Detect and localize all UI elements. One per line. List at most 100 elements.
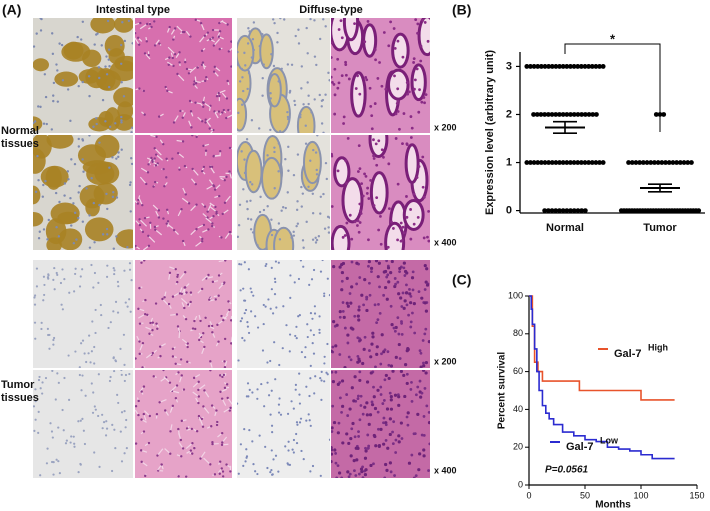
nucleus [299,116,302,119]
nucleus [266,381,269,384]
nucleus [154,302,158,305]
nucleus [387,363,391,367]
nucleus [153,180,157,184]
nucleus [74,267,77,270]
data-point [644,160,650,165]
nucleus [286,412,290,415]
nucleus [398,266,402,271]
nucleus [398,357,402,360]
nucleus [129,181,132,184]
y-tick-label: 40 [513,404,523,414]
data-point [593,64,599,69]
nucleus [267,394,271,397]
nucleus [372,157,376,160]
nucleus [33,120,37,123]
nucleus [249,218,253,221]
nucleus [155,322,158,325]
nucleus [176,273,180,276]
nucleus [104,65,107,68]
nucleus [290,236,293,239]
nucleus [245,137,249,141]
fiber [154,229,163,236]
histology-image [135,370,232,478]
nucleus [419,395,423,399]
nucleus [394,451,398,454]
nucleus [288,333,292,336]
nucleus [106,233,109,236]
nucleus [262,208,266,212]
nucleus [77,145,81,148]
nucleus [353,22,356,26]
nucleus [93,345,96,349]
nucleus [89,361,92,364]
nucleus [242,89,245,93]
nucleus [358,370,362,374]
nucleus [319,377,322,380]
nucleus [387,280,391,284]
nucleus [211,440,214,444]
nucleus [247,142,251,146]
nucleus [313,305,316,308]
nucleus [327,226,330,229]
nucleus [171,56,174,60]
nucleus [78,373,81,377]
data-point [553,160,559,165]
gland [350,71,367,118]
nucleus [228,409,232,412]
nucleus [406,411,410,415]
nucleus [374,444,378,448]
nucleus [152,185,155,188]
gland [417,18,430,57]
nucleus [382,155,385,159]
nucleus [372,385,375,389]
nucleus [189,291,193,294]
nucleus [128,298,131,301]
nucleus [121,21,124,24]
nucleus [393,46,397,50]
nucleus [48,347,51,350]
nucleus [123,452,126,455]
nucleus [347,475,351,478]
nucleus [42,299,45,302]
nucleus [365,78,369,82]
histology-image [135,18,232,133]
nucleus [204,121,207,124]
nucleus [120,370,123,372]
nucleus [120,460,124,463]
fiber [223,407,231,413]
nucleus [237,50,239,54]
nucleus [95,117,98,120]
nucleus [295,325,298,328]
nucleus [34,190,38,194]
nucleus [58,200,61,204]
stained-gland [82,49,102,68]
nucleus [211,222,214,225]
nucleus [397,434,401,438]
nucleus [392,27,396,30]
nucleus [223,360,226,363]
nucleus [326,342,329,346]
nucleus [331,430,334,433]
fiber [177,73,185,82]
nucleus [34,388,37,391]
nucleus [81,158,84,161]
magnification: x 400 [434,237,457,247]
nucleus [347,355,351,359]
nucleus [306,323,309,326]
nucleus [302,103,305,106]
nucleus [55,63,58,66]
histology-image [331,370,430,478]
nucleus [52,278,55,281]
nucleus [368,349,371,352]
nucleus [341,441,345,445]
nucleus [42,275,46,278]
nucleus [297,277,301,281]
nucleus [286,63,290,66]
data-point [568,160,573,165]
gland [333,156,351,188]
nucleus [246,325,250,328]
data-point [560,64,566,69]
nucleus [331,459,333,464]
nucleus [243,171,247,175]
nucleus [345,393,349,396]
